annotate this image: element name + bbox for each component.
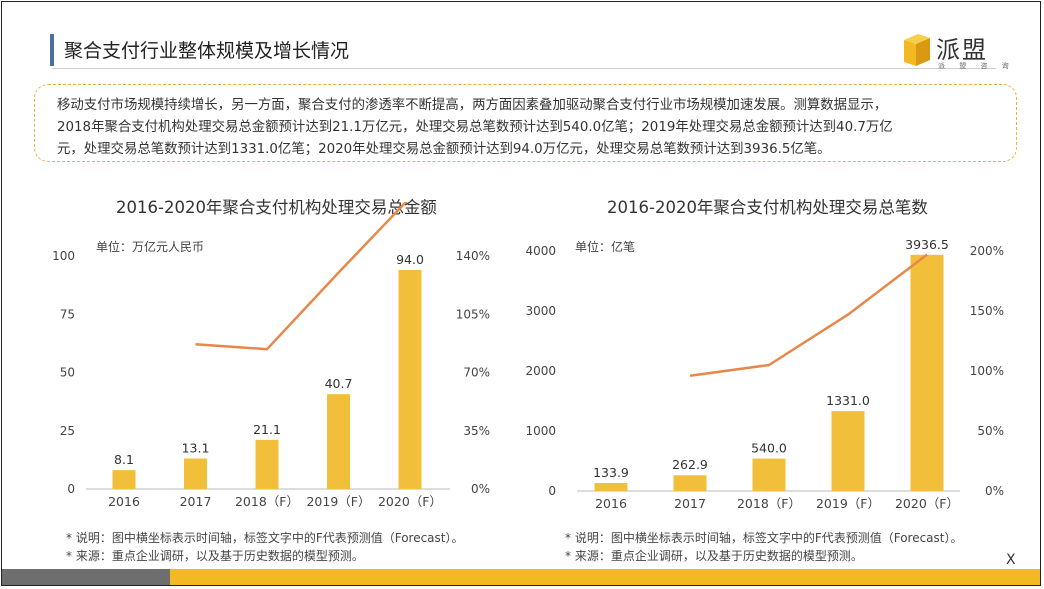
y2-tick-label: 150% [970,304,1004,318]
logo-cube-icon [904,34,930,66]
summary-line: 元，处理交易总笔数预计达到1331.0亿笔；2020年处理交易总金额预计达到94… [57,142,831,157]
chart-note-count: * 说明：图中横坐标表示时间轴，标签文字中的F代表预测值（Forecast）。 [565,531,963,545]
title-accent-bar: 聚合支付行业整体规模及增长情况 [50,34,349,66]
unit-label-count: 单位：亿笔 [575,240,636,254]
y2-tick-label: 70% [463,366,490,380]
bar [594,482,628,491]
x-tick-label: 2016 [108,494,140,509]
bar-value-label: 8.1 [114,452,134,467]
y-tick-label: 1000 [525,424,556,438]
bar-value-label: 540.0 [751,441,787,456]
y2-tick-label: 200% [970,244,1004,258]
chart-title-count: 2016-2020年聚合支付机构处理交易总笔数 [607,198,928,217]
amount-chart: 100 75 50 25 0 140% 105% 70% 35% 0% 8.1 2016 13.1 201… [52,202,490,509]
x-tick-label: 2016 [595,496,627,511]
y-tick-label: 25 [60,424,75,438]
summary-box: 移动支付市场规模持续增长，另一方面，聚合支付的渗透率不断提高，两方面因素叠加驱动… [34,84,1017,162]
x-tick-label: 2018（F） [235,494,299,509]
bar [673,475,707,491]
bar [112,470,136,489]
footer-bar-gray [2,569,170,585]
y2-tick-label: 50% [977,424,1004,438]
bar [327,394,350,489]
y-tick-label: 75 [60,307,75,321]
bar-value-label: 21.1 [253,422,281,437]
bar-value-label: 133.9 [593,465,629,480]
page-title: 聚合支付行业整体规模及增长情况 [64,40,350,62]
bar [752,458,786,491]
count-chart: 4000 3000 2000 1000 0 200% 150% 100% 50% 0% 133.9 2… [525,237,1004,511]
bar [255,439,279,489]
y2-tick-label: 105% [456,307,490,321]
close-button[interactable]: X [1006,552,1016,568]
bar-value-label: 262.9 [672,457,708,472]
logo-subtext: 派 盟 咨 询 [938,62,1015,70]
chart-note-amount: * 说明：图中横坐标表示时间轴，标签文字中的F代表预测值（Forecast）。 [66,531,464,545]
bar-value-label: 94.0 [396,252,424,267]
bar [831,411,865,491]
summary-line: 移动支付市场规模持续增长，另一方面，聚合支付的渗透率不断提高，两方面因素叠加驱动… [57,98,888,113]
bar [184,458,207,489]
footer-bar-yellow [170,569,1040,585]
x-tick-label: 2019（F） [306,494,370,509]
y-tick-label: 2000 [525,364,556,378]
y-tick-label: 0 [67,482,75,496]
y2-tick-label: 100% [970,364,1004,378]
x-tick-label: 2020（F） [378,494,442,509]
brand-logo: 派盟 派 盟 咨 询 [900,30,1009,72]
y2-tick-label: 140% [456,249,490,263]
logo-text: 派盟 [936,36,988,64]
growth-rate-line [689,253,928,378]
y-tick-label: 4000 [525,244,556,258]
y2-tick-label: 0% [471,482,490,496]
y2-tick-label: 35% [463,424,490,438]
y-tick-label: 3000 [525,304,556,318]
x-tick-label: 2017 [180,494,212,509]
y-tick-label: 100 [52,249,75,263]
summary-line: 2018年聚合支付机构处理交易总金额预计达到21.1万亿元，处理交易总笔数预计达… [57,120,893,135]
x-tick-label: 2017 [674,496,706,511]
bar [910,254,944,491]
growth-rate-line [195,202,408,351]
bar-value-label: 40.7 [325,376,353,391]
y-tick-label: 50 [60,366,75,380]
chart-source-amount: * 来源：重点企业调研，以及基于历史数据的模型预测。 [66,549,364,563]
bar-value-label: 3936.5 [905,237,949,252]
x-tick-label: 2018（F） [737,496,801,511]
chart-source-count: * 来源：重点企业调研，以及基于历史数据的模型预测。 [565,549,863,563]
y-tick-label: 0 [548,484,556,498]
bar-value-label: 13.1 [182,440,210,455]
bar-value-label: 1331.0 [826,393,870,408]
unit-label-amount: 单位：万亿元人民币 [96,240,205,254]
x-tick-label: 2020（F） [895,496,959,511]
title-divider [52,68,996,69]
chart-title-amount: 2016-2020年聚合支付机构处理交易总金额 [116,198,437,217]
x-tick-label: 2019（F） [816,496,880,511]
bar [398,269,422,489]
y2-tick-label: 0% [985,484,1004,498]
